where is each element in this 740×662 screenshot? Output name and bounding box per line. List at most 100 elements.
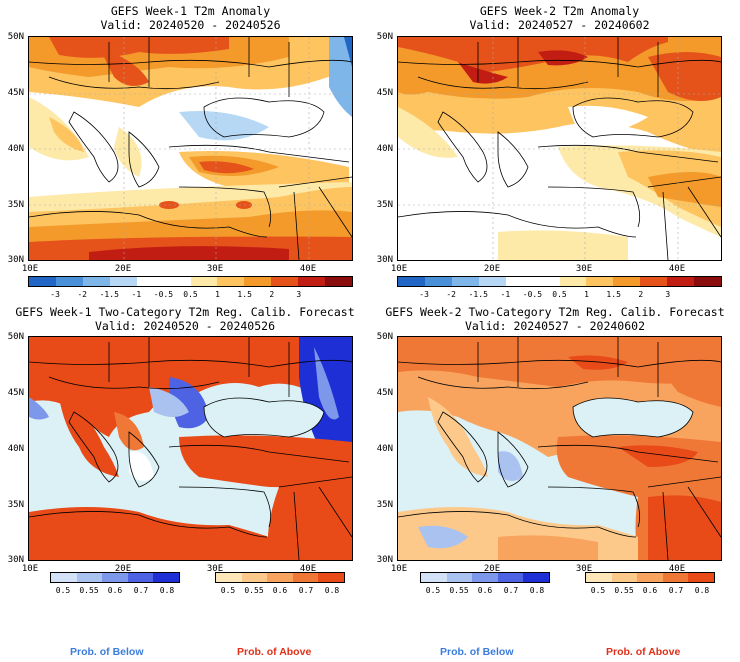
colorbar-label: 0.6 — [642, 586, 658, 595]
lat-label: 50N — [7, 332, 24, 342]
colorbar-swatch — [29, 277, 56, 286]
prob-below-colorbar — [420, 572, 550, 583]
colorbar-label: 0.55 — [244, 586, 264, 595]
colorbar-swatch — [244, 277, 272, 286]
colorbar-label: -1.5 — [468, 290, 488, 299]
lon-label: 30E — [206, 264, 224, 274]
panel-valid-dates: Valid: 20240527 - 20240602 — [469, 18, 650, 32]
colorbar-label: 0.8 — [159, 586, 175, 595]
colorbar-swatch — [446, 573, 473, 582]
panel-title: GEFS Week-2 T2m Anomaly — [479, 4, 640, 18]
lon-label: 10E — [21, 564, 39, 574]
lat-label: 50N — [7, 32, 24, 42]
colorbar-label: -0.5 — [522, 290, 543, 299]
lat-label: 30N — [376, 555, 393, 565]
colorbar-label: 1.5 — [237, 290, 252, 299]
colorbar-swatch — [688, 573, 714, 582]
colorbar-label: 3 — [296, 290, 302, 299]
colorbar-swatch — [586, 277, 614, 286]
colorbar-swatch — [76, 573, 103, 582]
colorbar-label: 0.7 — [133, 586, 149, 595]
colorbar-label: -3 — [50, 290, 60, 299]
lon-label: 10E — [21, 264, 39, 274]
probability-map-week2 — [397, 336, 722, 561]
colorbar-swatch — [136, 277, 164, 286]
colorbar-swatch — [497, 573, 524, 582]
colorbar-label: 1 — [215, 290, 220, 299]
anomaly-colorbar — [28, 276, 353, 287]
lon-label: 30E — [575, 564, 593, 574]
colorbar-swatch — [586, 573, 612, 582]
lat-label: 35N — [7, 200, 24, 210]
colorbar-swatch — [451, 277, 479, 286]
lat-label: 35N — [376, 200, 393, 210]
colorbar-swatch — [163, 277, 191, 286]
colorbar-swatch — [613, 277, 641, 286]
lon-label: 10E — [390, 564, 408, 574]
colorbar-label: 0.5 — [220, 586, 236, 595]
colorbar-swatch — [478, 277, 506, 286]
lon-label: 30E — [206, 564, 224, 574]
colorbar-swatch — [55, 277, 83, 286]
colorbar-label: 0.55 — [614, 586, 634, 595]
colorbar-swatch — [109, 277, 137, 286]
prob-above-colorbar — [585, 572, 715, 583]
colorbar-swatch — [640, 277, 668, 286]
colorbar-swatch — [217, 277, 245, 286]
lon-label: 20E — [483, 264, 501, 274]
colorbar-label: 3 — [665, 290, 671, 299]
colorbar-label: 0.5 — [55, 586, 71, 595]
colorbar-label: 0.8 — [529, 586, 545, 595]
lon-label: 20E — [483, 564, 501, 574]
colorbar-swatch — [271, 277, 299, 286]
colorbar-label: 0.5 — [552, 290, 567, 299]
colorbar-swatch — [472, 573, 498, 582]
lat-label: 40N — [376, 144, 393, 154]
panel-title: GEFS Week-2 Two-Category T2m Reg. Calib.… — [385, 305, 725, 319]
colorbar-label: 2 — [269, 290, 275, 299]
anomaly-map-week1 — [28, 36, 353, 261]
colorbar-label: 0.8 — [694, 586, 710, 595]
lat-label: 50N — [376, 332, 393, 342]
lon-label: 10E — [390, 264, 408, 274]
lat-label: 40N — [7, 444, 24, 454]
panel-title: GEFS Week-1 Two-Category T2m Reg. Calib.… — [15, 305, 355, 319]
colorbar-label: 1 — [584, 290, 589, 299]
prob-above-colorbar — [215, 572, 345, 583]
lat-label: 45N — [7, 88, 24, 98]
lat-label: 50N — [376, 32, 393, 42]
colorbar-label: -1.5 — [99, 290, 119, 299]
colorbar-label: 0.5 — [590, 586, 606, 595]
colorbar-swatch — [153, 573, 179, 582]
panel-valid-dates: Valid: 20240520 - 20240526 — [100, 18, 281, 32]
colorbar-swatch — [298, 277, 326, 286]
colorbar-swatch — [241, 573, 268, 582]
lat-label: 40N — [376, 444, 393, 454]
anomaly-map-week2 — [397, 36, 722, 261]
lon-label: 20E — [114, 264, 132, 274]
colorbar-label: -2 — [77, 290, 87, 299]
colorbar-label: 0.7 — [668, 586, 684, 595]
colorbar-swatch — [82, 277, 110, 286]
lat-label: 35N — [376, 500, 393, 510]
lon-label: 30E — [575, 264, 593, 274]
colorbar-label: 0.7 — [298, 586, 314, 595]
lon-label: 40E — [299, 264, 317, 274]
colorbar-label: -3 — [419, 290, 429, 299]
colorbar-label: 0.6 — [272, 586, 288, 595]
colorbar-label: -1 — [500, 290, 511, 299]
lat-label: 35N — [7, 500, 24, 510]
colorbar-swatch — [523, 573, 549, 582]
colorbar-label: 2 — [638, 290, 644, 299]
colorbar-label: -2 — [446, 290, 456, 299]
colorbar-label: 0.5 — [183, 290, 198, 299]
colorbar-swatch — [559, 277, 587, 286]
lon-label: 40E — [668, 564, 686, 574]
colorbar-label: 0.55 — [79, 586, 99, 595]
colorbar-label: 1.5 — [606, 290, 621, 299]
colorbar-swatch — [611, 573, 638, 582]
prob-below-colorbar — [50, 572, 180, 583]
colorbar-swatch — [51, 573, 77, 582]
colorbar-label: 0.55 — [449, 586, 469, 595]
colorbar-label: 0.8 — [324, 586, 340, 595]
